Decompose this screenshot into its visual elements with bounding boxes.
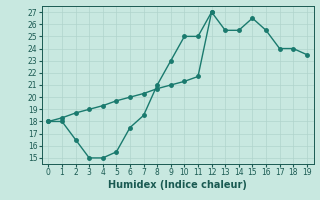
X-axis label: Humidex (Indice chaleur): Humidex (Indice chaleur) [108, 180, 247, 190]
